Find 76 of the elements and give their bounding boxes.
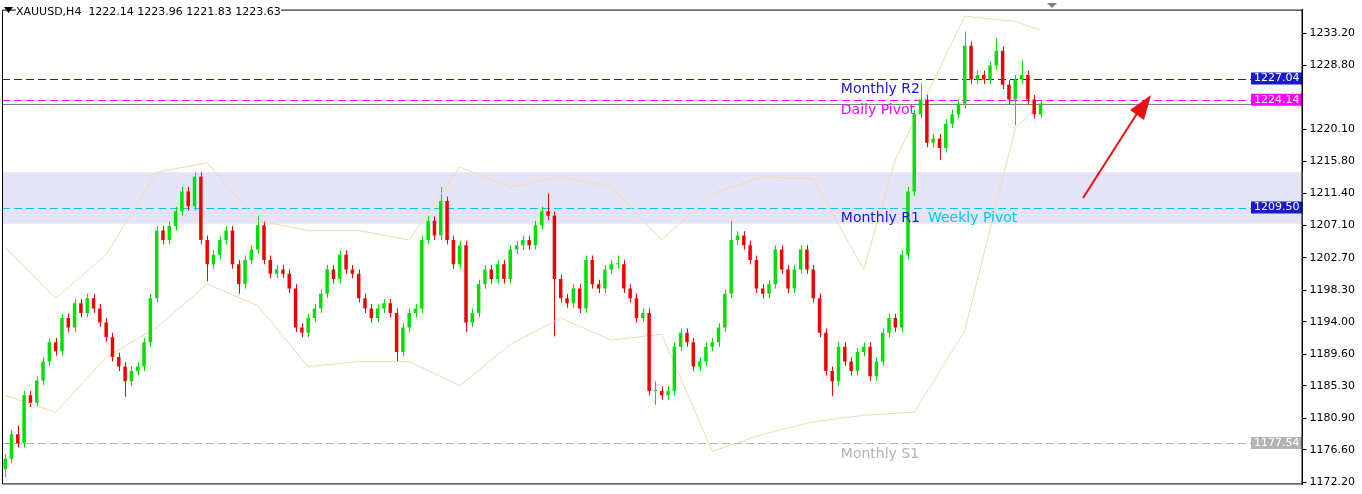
- y-tick-label: 1194.00: [1309, 314, 1356, 328]
- candlestick: [786, 264, 790, 294]
- y-tick-label: 1207.10: [1309, 218, 1356, 232]
- y-tick-label: 1233.20: [1309, 26, 1356, 40]
- candlestick: [161, 225, 165, 245]
- candlestick: [653, 380, 658, 406]
- y-tick-label: 1198.30: [1309, 282, 1356, 296]
- candlestick: [988, 60, 992, 85]
- candlestick: [224, 225, 228, 245]
- ref-line-label: Monthly S1: [840, 444, 920, 461]
- candlestick: [426, 215, 430, 245]
- candlestick: [123, 361, 127, 398]
- y-tick-label: 1185.30: [1309, 378, 1356, 392]
- candlestick: [792, 264, 797, 294]
- candlestick: [16, 425, 20, 449]
- y-tick-label: 1176.60: [1309, 442, 1356, 456]
- y-tick-label: 1172.20: [1309, 475, 1356, 489]
- y-tick-label: 1220.10: [1309, 122, 1356, 136]
- candlestick: [319, 288, 323, 314]
- candlestick: [1007, 79, 1011, 105]
- annotation: 1227.04: [1254, 71, 1300, 85]
- candlestick: [363, 293, 367, 314]
- candlestick: [887, 313, 891, 338]
- candlestick: [615, 254, 620, 270]
- candlestick: [98, 303, 102, 328]
- ref-line-label: Monthly R2: [840, 80, 920, 97]
- candlestick: [85, 293, 89, 318]
- candlestick: [546, 193, 550, 221]
- y-tick-label: 1228.80: [1309, 58, 1356, 72]
- candlestick: [748, 240, 752, 265]
- candlestick: [66, 313, 71, 333]
- candlestick: [805, 244, 809, 275]
- y-tick-label: 1189.60: [1309, 346, 1356, 360]
- candlestick: [331, 264, 336, 284]
- candlestick: [540, 206, 544, 231]
- candlestick: [344, 249, 348, 275]
- candlestick: [830, 366, 834, 397]
- candlestick: [3, 453, 7, 478]
- candlestick: [180, 186, 184, 217]
- candlestick: [1019, 59, 1024, 85]
- candlestick: [388, 298, 392, 318]
- candlestick: [117, 352, 121, 372]
- y-tick-label: 1180.90: [1309, 411, 1356, 425]
- candlestick: [1032, 94, 1036, 120]
- ref-line-label: Daily Pivot: [840, 101, 916, 118]
- candlestick: [79, 298, 83, 318]
- candlestick: [704, 341, 708, 367]
- candlestick: [767, 279, 771, 299]
- candlestick: [893, 313, 898, 333]
- candlestick: [375, 303, 380, 323]
- candlestick: [849, 356, 853, 376]
- candlestick: [950, 109, 954, 129]
- candlestick: [407, 307, 411, 333]
- candlestick: [628, 283, 632, 304]
- candlestick: [603, 264, 607, 294]
- y-tick-label: 1215.80: [1309, 154, 1356, 168]
- candlestick: [104, 317, 108, 343]
- y-tick-label: 1202.70: [1309, 250, 1356, 264]
- candlestick: [312, 303, 317, 323]
- ref-line-label: Weekly Pivot: [927, 209, 1018, 226]
- annotation: 1224.14: [1254, 92, 1300, 106]
- candlestick: [742, 230, 746, 251]
- candlestick: [41, 356, 45, 386]
- candlestick: [483, 264, 487, 290]
- annotation: 1177.54: [1254, 435, 1300, 449]
- annotation: 1209.50: [1254, 200, 1300, 214]
- candlestick: [369, 303, 374, 323]
- candlestick: [685, 327, 689, 348]
- y-tick-label: 1211.40: [1309, 186, 1356, 200]
- candlestick: [218, 235, 222, 260]
- candlestick: [502, 259, 506, 284]
- candlestick: [489, 264, 494, 284]
- chart-title: XAUUSD,H4 1222.14 1223.96 1221.83 1223.63: [16, 5, 281, 18]
- candlestick: [843, 341, 847, 367]
- candlestick: [306, 313, 310, 338]
- candlestick: [937, 133, 942, 161]
